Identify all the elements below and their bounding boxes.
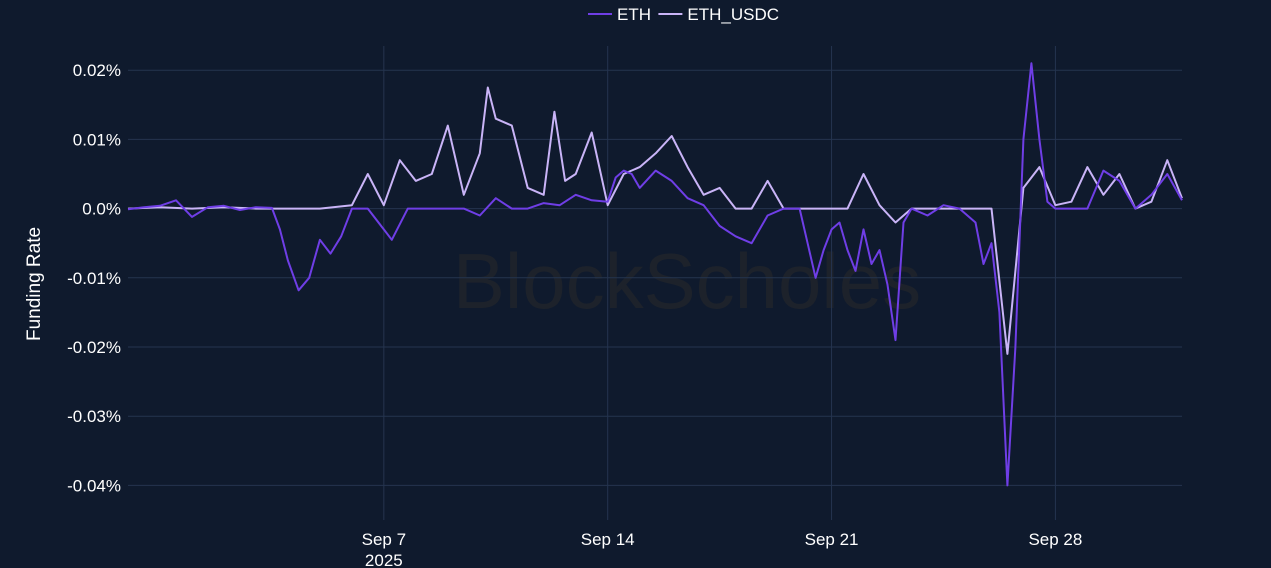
- x-axis-ticks: Sep 7 2025 Sep 14 Sep 21 Sep 28: [362, 530, 1083, 568]
- x-tick-year-label: 2025: [365, 551, 403, 568]
- series-line-eth: [127, 62, 1183, 487]
- y-axis-title: Funding Rate: [24, 227, 45, 341]
- series-line-eth-usdc: [127, 86, 1183, 355]
- y-tick-label: -0.01%: [67, 269, 121, 288]
- x-tick-label: Sep 28: [1028, 530, 1082, 549]
- series-layer: [127, 62, 1183, 487]
- y-tick-label: -0.03%: [67, 407, 121, 426]
- y-tick-label: 0.0%: [82, 200, 121, 219]
- watermark-text: BlockScholes: [453, 237, 921, 325]
- y-tick-label: 0.02%: [73, 61, 121, 80]
- y-tick-label: 0.01%: [73, 130, 121, 149]
- x-tick-label: Sep 21: [805, 530, 859, 549]
- x-grid: [383, 46, 1056, 520]
- legend-label-eth-usdc: ETH_USDC: [687, 5, 779, 24]
- x-tick-label: Sep 7: [362, 530, 406, 549]
- y-tick-label: -0.04%: [67, 476, 121, 495]
- legend[interactable]: ETH ETH_USDC: [588, 5, 779, 24]
- x-tick-label: Sep 14: [581, 530, 635, 549]
- y-tick-label: -0.02%: [67, 338, 121, 357]
- y-axis-ticks: 0.02% 0.01% 0.0% -0.01% -0.02% -0.03% -0.04%: [67, 61, 121, 495]
- legend-label-eth: ETH: [617, 5, 651, 24]
